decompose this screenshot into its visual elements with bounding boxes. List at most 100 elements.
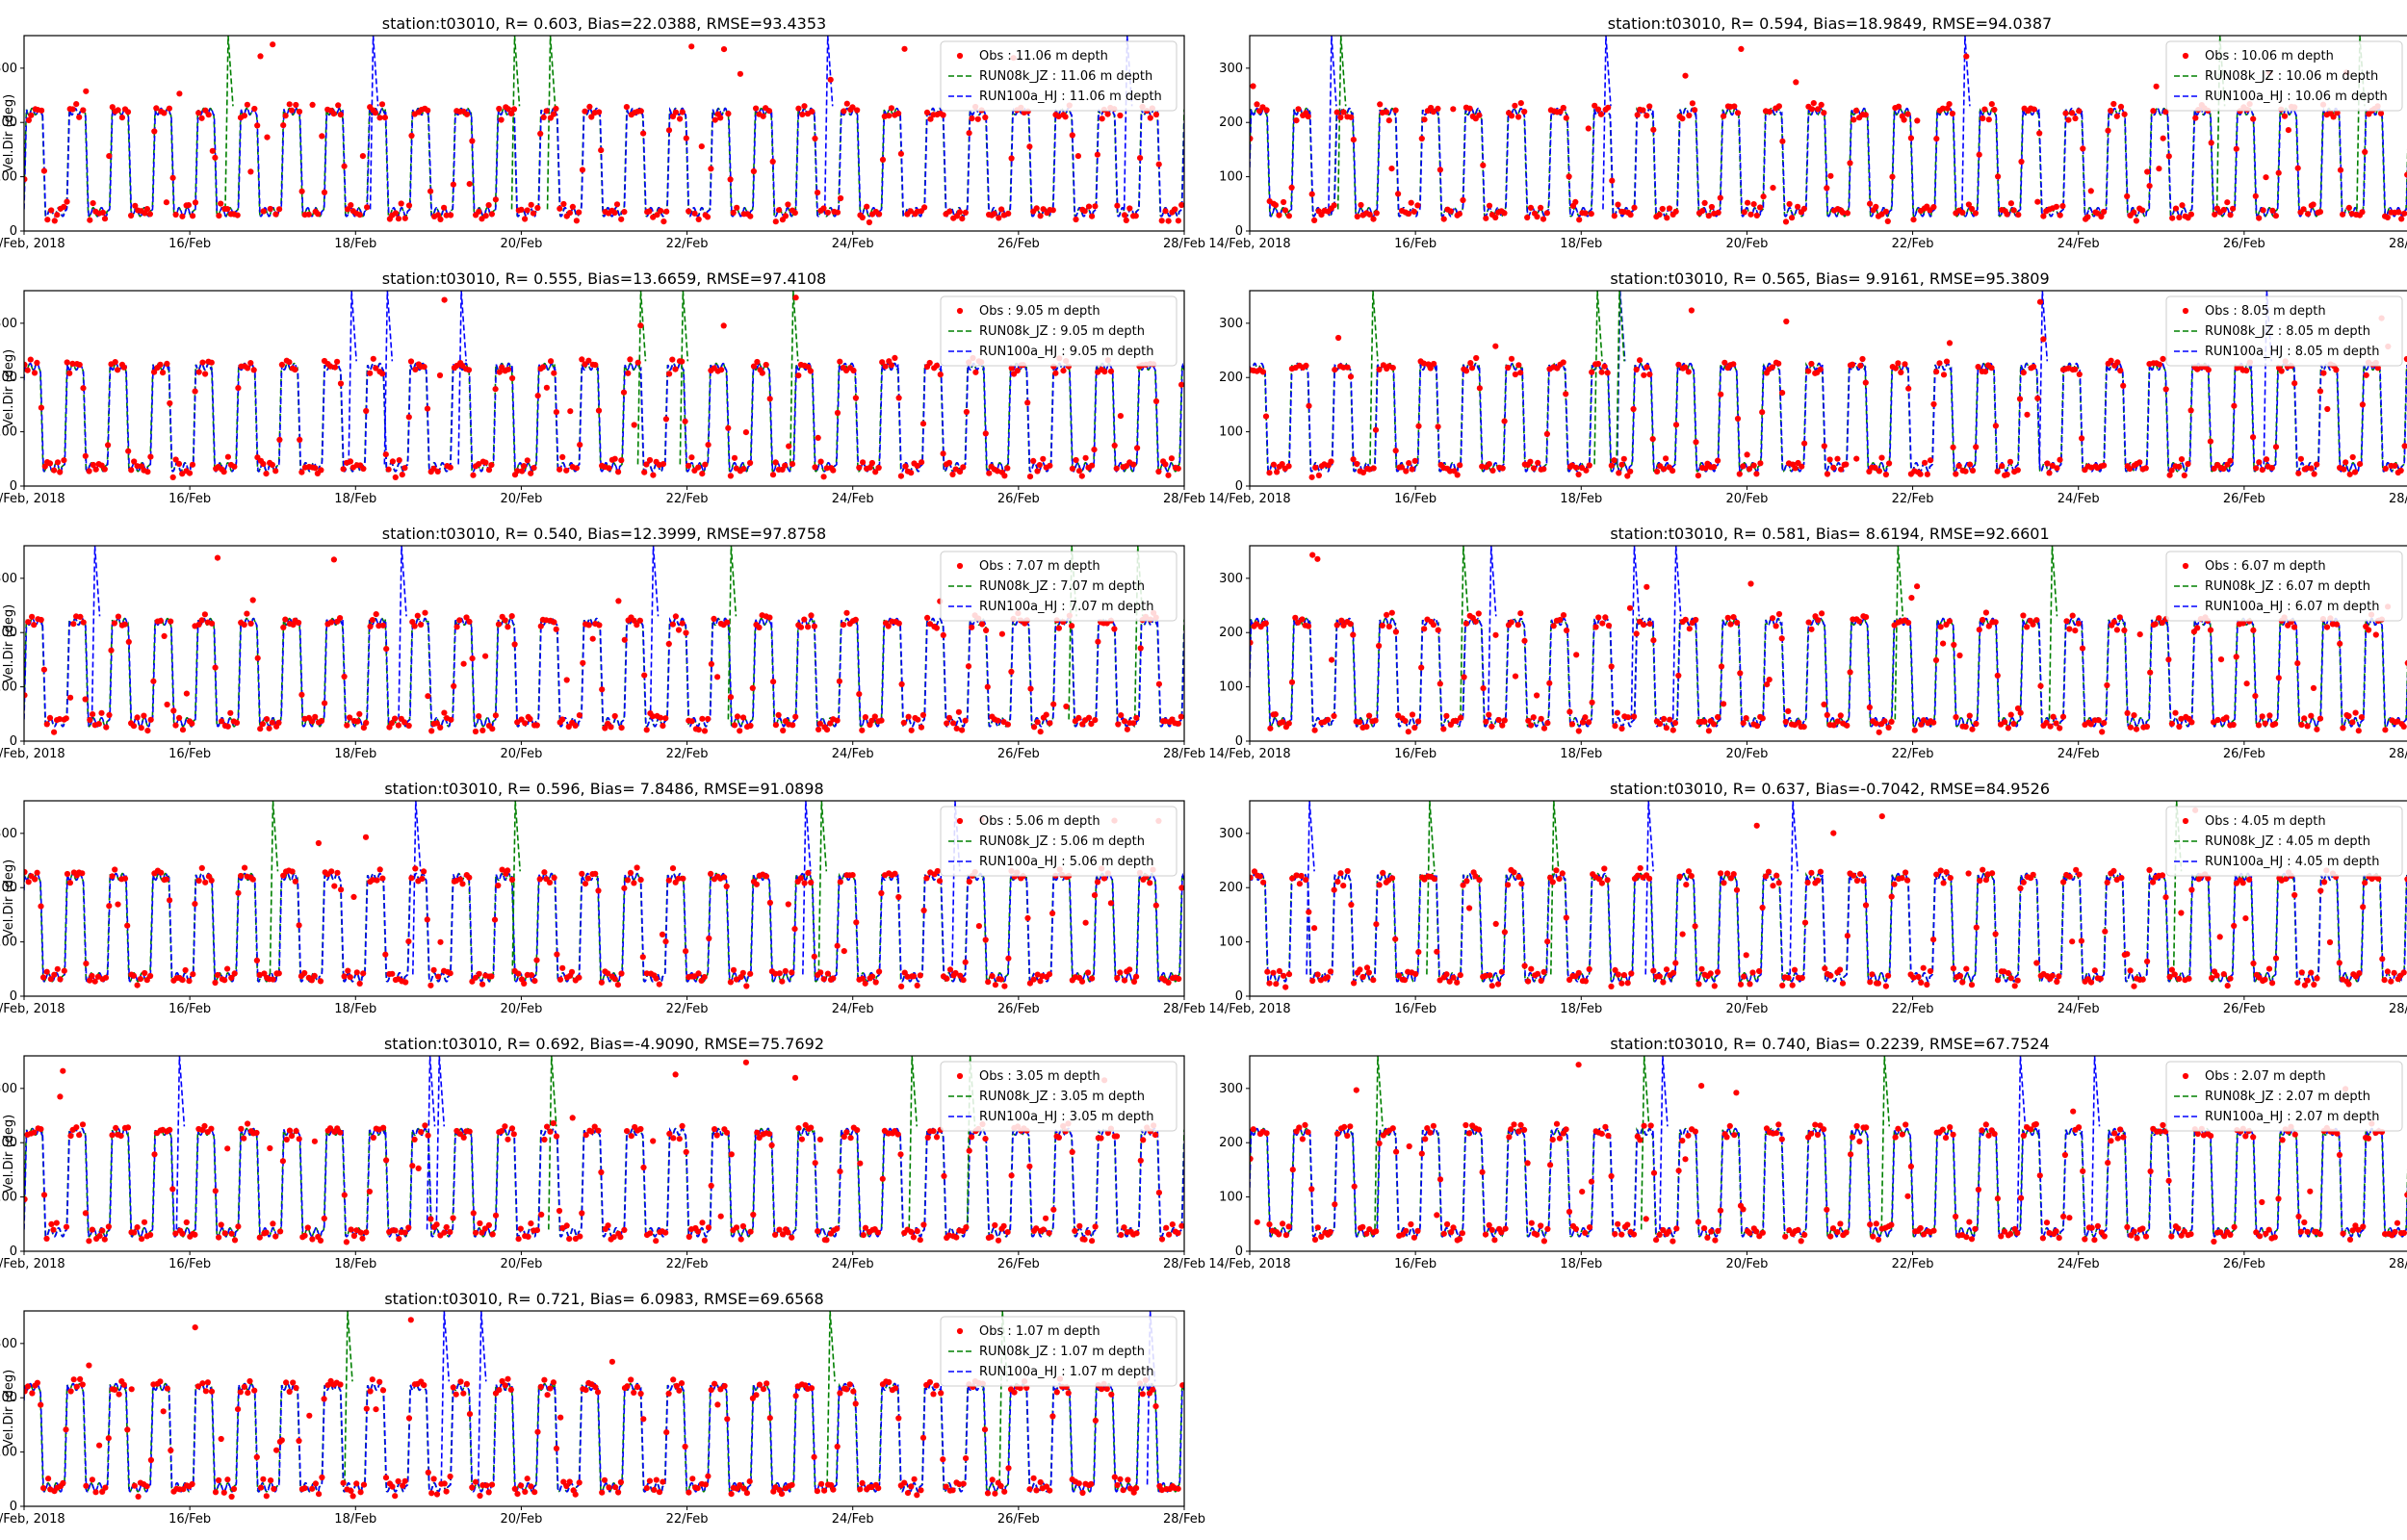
- obs-point: [472, 974, 479, 981]
- obs-point: [670, 1376, 677, 1383]
- obs-point: [1431, 876, 1437, 883]
- obs-point: [1251, 868, 1258, 875]
- obs-point: [662, 1229, 669, 1236]
- obs-point: [701, 1237, 709, 1244]
- obs-point: [212, 1188, 219, 1194]
- obs-point: [2010, 207, 2017, 214]
- obs-point: [337, 615, 344, 622]
- obs-point: [1501, 210, 1508, 217]
- obs-point: [2268, 465, 2275, 472]
- obs-point: [658, 208, 664, 215]
- obs-point: [2211, 1238, 2217, 1245]
- obs-point: [828, 1481, 835, 1489]
- obs-point: [1837, 712, 1844, 719]
- obs-point: [1918, 721, 1925, 728]
- obs-point: [653, 1476, 660, 1483]
- obs-point: [502, 1382, 508, 1389]
- obs-point: [2046, 1229, 2053, 1237]
- obs-point: [1450, 106, 1457, 113]
- obs-point: [2252, 192, 2259, 199]
- obs-point: [918, 1487, 924, 1494]
- obs-point: [1718, 870, 1724, 877]
- obs-point: [2356, 970, 2363, 977]
- series-spike: [91, 546, 101, 720]
- obs-point: [505, 867, 511, 874]
- obs-point: [1631, 204, 1638, 211]
- obs-point: [182, 966, 189, 974]
- obs-point: [64, 870, 71, 878]
- obs-point: [460, 1134, 467, 1141]
- obs-point: [1907, 135, 1914, 141]
- obs-point: [328, 868, 335, 875]
- obs-point: [230, 1485, 238, 1493]
- obs-point: [2133, 726, 2140, 732]
- obs-point: [186, 978, 193, 985]
- obs-point: [2357, 461, 2364, 468]
- obs-point: [1959, 209, 1966, 216]
- obs-point: [975, 923, 983, 930]
- obs-point: [2127, 466, 2134, 473]
- obs-point: [370, 355, 376, 362]
- obs-point: [1995, 173, 2002, 180]
- obs-point: [524, 457, 531, 464]
- obs-point: [772, 722, 780, 729]
- obs-point: [1747, 211, 1754, 218]
- obs-point: [766, 899, 774, 907]
- obs-point: [934, 867, 941, 875]
- obs-point: [663, 208, 670, 215]
- obs-point: [1615, 971, 1621, 978]
- obs-point: [2072, 115, 2079, 122]
- obs-point: [1683, 882, 1690, 888]
- obs-point: [1597, 111, 1605, 117]
- legend-label: RUN08k_JZ : 11.06 m depth: [979, 69, 1152, 84]
- obs-point: [2392, 1228, 2398, 1236]
- obs-point: [1838, 466, 1845, 473]
- obs-point: [2020, 612, 2027, 619]
- obs-point: [327, 363, 334, 370]
- obs-point: [2365, 1135, 2372, 1142]
- obs-point: [2316, 715, 2324, 722]
- obs-point: [1962, 723, 1969, 731]
- obs-point: [577, 442, 583, 449]
- x-tick-label: 24/Feb: [832, 1257, 874, 1271]
- obs-point: [1673, 1225, 1680, 1232]
- obs-point: [1026, 143, 1033, 150]
- obs-point: [508, 1125, 516, 1132]
- obs-point: [441, 1229, 448, 1236]
- obs-point: [596, 109, 603, 116]
- obs-point: [1646, 621, 1653, 628]
- obs-point: [1295, 619, 1302, 626]
- obs-point: [1817, 1122, 1824, 1129]
- obs-point: [2165, 1177, 2172, 1184]
- legend-box: [940, 1061, 1178, 1132]
- obs-point: [1602, 1123, 1609, 1130]
- obs-point: [1312, 464, 1319, 471]
- obs-point: [864, 203, 870, 210]
- obs-point: [1736, 471, 1743, 477]
- obs-point: [1953, 1213, 1959, 1220]
- obs-point: [747, 213, 754, 219]
- obs-point: [509, 374, 516, 382]
- obs-point: [592, 362, 599, 369]
- obs-point: [318, 717, 325, 725]
- obs-point: [1963, 1234, 1970, 1241]
- obs-point: [1405, 729, 1411, 735]
- obs-point: [914, 1228, 920, 1235]
- obs-point: [834, 942, 841, 949]
- obs-point: [1331, 202, 1337, 209]
- obs-point: [936, 878, 944, 885]
- series-spike: [1640, 1056, 1650, 1230]
- obs-point: [1408, 199, 1414, 206]
- obs-point: [258, 1484, 265, 1491]
- obs-point: [795, 372, 802, 379]
- obs-point: [627, 869, 634, 877]
- obs-point: [238, 1125, 245, 1132]
- obs-point: [488, 1481, 496, 1488]
- obs-point: [73, 101, 80, 108]
- y-tick-label: 300: [1219, 1082, 1243, 1096]
- obs-point: [1121, 718, 1128, 725]
- obs-point: [656, 981, 662, 988]
- obs-point: [702, 461, 709, 468]
- x-tick-label: 22/Feb: [1892, 747, 1934, 761]
- obs-point: [1875, 980, 1881, 987]
